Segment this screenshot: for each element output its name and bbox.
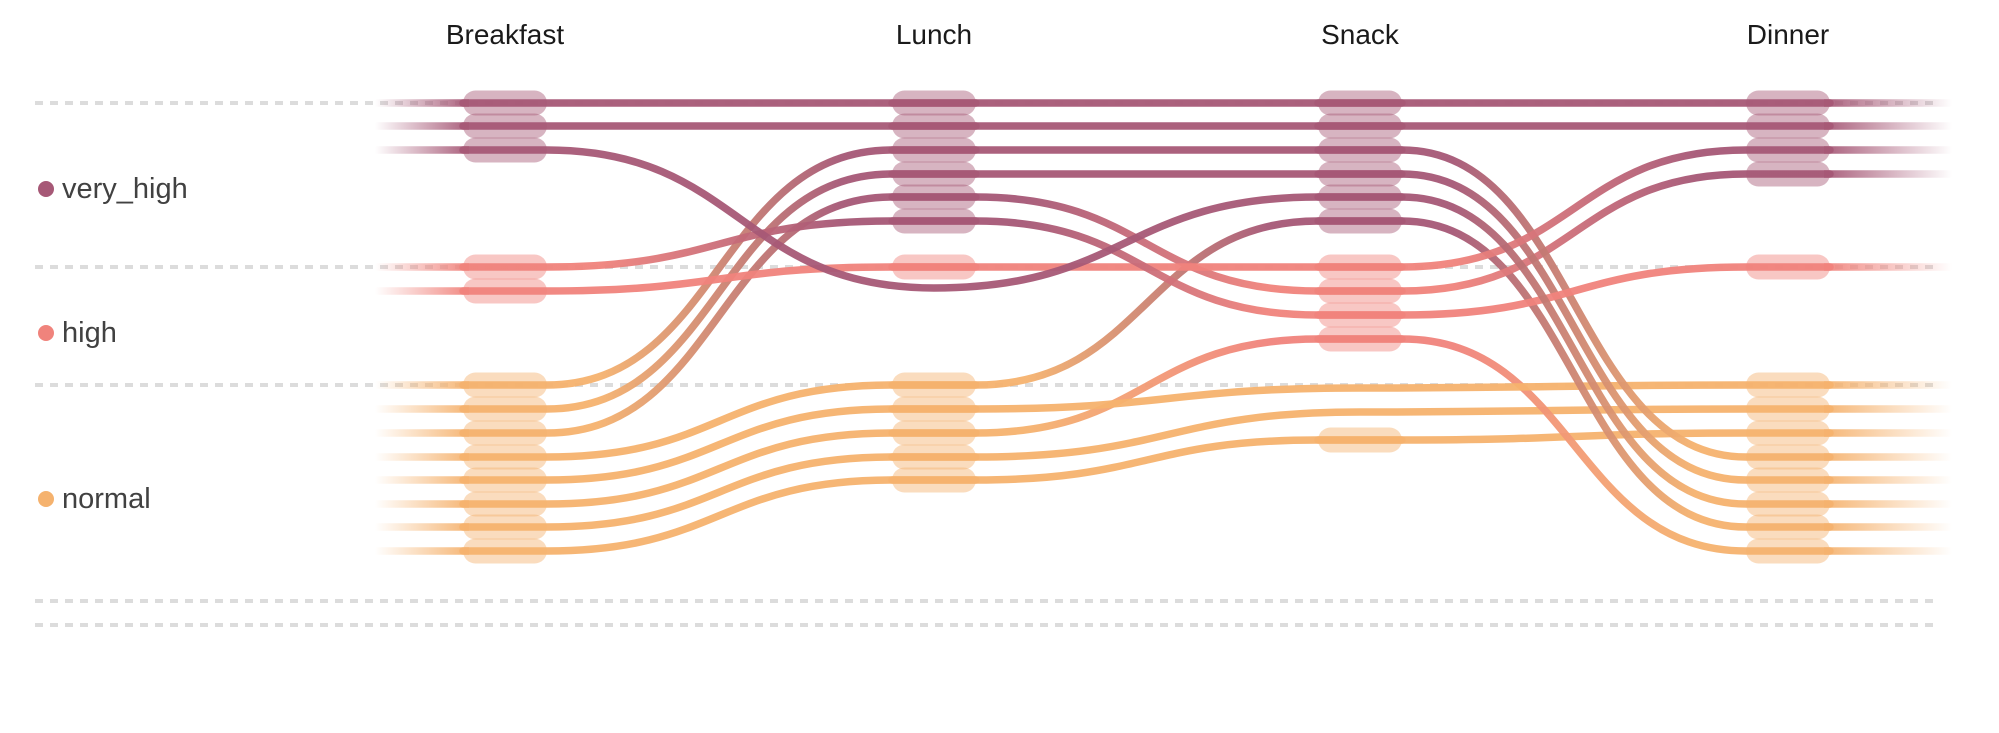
entity-line-segment[interactable]	[888, 217, 1406, 319]
column-label-breakfast: Breakfast	[446, 19, 564, 50]
legend-label: very_high	[62, 173, 188, 205]
entity-line-segment[interactable]	[1314, 335, 1834, 555]
column-label-lunch: Lunch	[896, 19, 972, 50]
entity-line-segment[interactable]	[459, 170, 980, 413]
entity-line-segment[interactable]	[459, 381, 980, 461]
entity-line-segment[interactable]	[459, 405, 980, 484]
legend-item-normal[interactable]: normal	[38, 483, 151, 515]
column-labels: Breakfast Lunch Snack Dinner	[446, 19, 1829, 50]
column-label-snack: Snack	[1321, 19, 1400, 50]
entity-line-segment[interactable]	[459, 217, 980, 271]
entity-line-segment[interactable]	[1314, 263, 1834, 319]
entity-line-segment[interactable]	[459, 146, 1406, 292]
entity-line-segment[interactable]	[459, 193, 980, 437]
column-label-dinner: Dinner	[1747, 19, 1829, 50]
entity-line-segment[interactable]	[459, 476, 980, 555]
entity-line-segment[interactable]	[1314, 170, 1834, 484]
entity-line-segment[interactable]	[459, 453, 980, 531]
entity-line-segment[interactable]	[1314, 193, 1834, 508]
entity-line-segment[interactable]	[459, 146, 980, 389]
entity-line-segment[interactable]	[459, 429, 980, 508]
legend-item-high[interactable]: high	[38, 317, 117, 349]
entity-line-segment[interactable]	[459, 263, 980, 295]
entity-line-segment[interactable]	[1314, 146, 1834, 461]
entity-line-segment[interactable]	[1314, 217, 1834, 531]
entity-lines	[459, 99, 1834, 555]
entity-line-segment[interactable]	[1314, 429, 1834, 444]
baseline-gridlines	[35, 101, 1938, 627]
legend-dot-normal	[38, 491, 54, 507]
legend-dot-very_high	[38, 181, 54, 197]
entity-line-segment[interactable]	[888, 436, 1406, 484]
entity-line-segment[interactable]	[1314, 146, 1834, 271]
entity-line-tails	[375, 99, 1952, 555]
legend-label: normal	[62, 483, 151, 515]
entity-line-segment[interactable]	[888, 335, 1406, 437]
entity-line-segment[interactable]	[888, 381, 1834, 413]
legend-dot-high	[38, 325, 54, 341]
entity-line-segment[interactable]	[888, 193, 1406, 295]
entity-line-segment[interactable]	[1314, 170, 1834, 295]
legend-item-very_high[interactable]: very_high	[38, 173, 188, 205]
entity-line-segment[interactable]	[888, 217, 1406, 389]
legend-label: high	[62, 317, 117, 349]
entity-line-segment[interactable]	[888, 405, 1834, 461]
